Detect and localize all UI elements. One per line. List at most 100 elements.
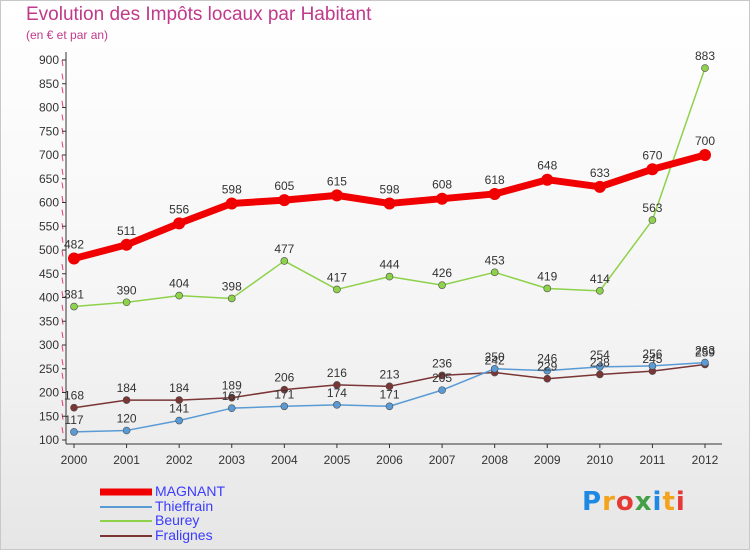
- data-label-fralignes: 206: [274, 371, 294, 385]
- y-tick-label: 300: [39, 338, 59, 352]
- x-tick-label: 2001: [113, 453, 140, 467]
- y-tick-label: 450: [39, 267, 59, 281]
- data-point-thieffrain: [333, 401, 341, 409]
- data-point-thieffrain: [543, 366, 552, 375]
- axis-accent-mark: [61, 114, 64, 121]
- legend-swatch-magnant: [100, 488, 152, 496]
- data-point-thieffrain: [175, 416, 183, 425]
- x-tick-label: 2007: [429, 453, 456, 467]
- logo-letter: i: [675, 487, 686, 517]
- data-label-thieffrain: 256: [642, 347, 662, 361]
- data-point-beurey: [438, 281, 446, 289]
- x-tick-label: 2000: [61, 453, 88, 467]
- legend-label-magnant: MAGNANT: [155, 483, 225, 499]
- x-tick-label: 2011: [640, 453, 666, 467]
- axis-accent-mark: [61, 427, 64, 434]
- chart-subtitle: (en € et par an): [26, 28, 109, 42]
- x-tick-label: 2003: [218, 453, 245, 467]
- data-label-beurey: 426: [432, 266, 452, 280]
- data-point-thieffrain: [596, 363, 604, 371]
- y-tick-label: 800: [39, 101, 59, 115]
- legend-swatch-thieffrain: [100, 505, 152, 508]
- data-label-magnant: 618: [485, 173, 505, 187]
- data-point-fralignes: [543, 374, 552, 383]
- y-tick-label: 500: [39, 243, 59, 257]
- x-tick-label: 2009: [534, 453, 561, 467]
- legend-label-thieffrain: Thieffrain: [155, 497, 214, 514]
- data-point-thieffrain: [227, 404, 236, 412]
- data-label-beurey: 404: [169, 277, 189, 291]
- logo-letter: P: [582, 487, 603, 517]
- x-tick-label: 2008: [481, 453, 508, 467]
- x-tick-label: 2010: [586, 453, 613, 467]
- axis-accent-mark: [61, 155, 64, 162]
- data-label-thieffrain: 246: [537, 352, 557, 366]
- data-point-beurey: [543, 284, 552, 293]
- y-tick-label: 650: [39, 172, 59, 186]
- axis-accent-mark: [61, 304, 64, 311]
- legend-swatch-beurey: [100, 520, 152, 523]
- data-point-magnant: [225, 197, 238, 210]
- data-point-beurey: [175, 291, 183, 300]
- data-label-magnant: 556: [169, 202, 189, 216]
- x-tick-label: 2002: [166, 453, 193, 467]
- data-point-beurey: [648, 216, 657, 224]
- data-label-fralignes: 168: [64, 389, 84, 403]
- x-tick-label: 2005: [324, 453, 351, 467]
- y-tick-label: 700: [39, 148, 59, 162]
- axis-accent-mark: [61, 87, 64, 94]
- y-tick-label: 900: [39, 53, 59, 67]
- axis-accent-mark: [61, 209, 64, 216]
- data-label-beurey: 563: [642, 201, 662, 215]
- logo-letter: x: [634, 487, 653, 517]
- axis-accent-mark: [61, 182, 64, 189]
- data-point-magnant: [383, 197, 396, 210]
- y-tick-label: 750: [39, 124, 59, 138]
- axis-accent-mark: [61, 195, 64, 203]
- chart-title: Evolution des Impôts locaux par Habitant: [26, 4, 372, 25]
- data-label-beurey: 883: [695, 49, 715, 63]
- data-label-magnant: 633: [590, 166, 610, 180]
- data-point-fralignes: [122, 396, 131, 404]
- data-point-fralignes: [385, 382, 394, 391]
- axis-accent-mark: [61, 345, 64, 352]
- axis-accent-mark: [61, 141, 64, 148]
- data-point-beurey: [596, 287, 604, 295]
- data-label-fralignes: 229: [537, 360, 557, 374]
- axis-accent-mark: [61, 331, 64, 339]
- data-label-fralignes: 184: [117, 381, 137, 395]
- data-label-fralignes: 216: [327, 366, 347, 380]
- data-point-thieffrain: [438, 386, 446, 394]
- data-point-beurey: [333, 285, 341, 294]
- data-point-magnant: [330, 189, 343, 202]
- x-tick-label: 2012: [692, 453, 719, 467]
- data-point-magnant: [436, 192, 449, 205]
- data-label-beurey: 398: [222, 279, 242, 293]
- data-label-magnant: 598: [379, 182, 399, 196]
- data-point-thieffrain: [490, 364, 499, 373]
- data-label-magnant: 648: [537, 159, 557, 173]
- data-point-thieffrain: [648, 362, 657, 370]
- data-label-thieffrain: 263: [695, 344, 715, 358]
- proxiti-logo: Proxiti: [582, 487, 686, 517]
- data-label-beurey: 453: [485, 253, 505, 267]
- data-label-beurey: 390: [117, 283, 137, 297]
- data-label-magnant: 608: [432, 178, 452, 192]
- y-tick-label: 200: [39, 386, 59, 400]
- data-label-magnant: 511: [117, 224, 136, 238]
- data-point-fralignes: [70, 403, 78, 412]
- data-point-beurey: [122, 298, 131, 307]
- data-point-magnant: [120, 238, 133, 251]
- data-point-thieffrain: [70, 428, 78, 436]
- axis-accent-mark: [61, 250, 64, 257]
- data-label-beurey: 417: [327, 270, 347, 284]
- data-label-thieffrain: 120: [117, 412, 137, 426]
- axis-accent-mark: [61, 277, 64, 284]
- data-point-thieffrain: [701, 358, 709, 367]
- logo-letter: r: [602, 487, 616, 517]
- data-label-magnant: 598: [222, 182, 242, 196]
- data-point-magnant: [699, 149, 711, 161]
- data-label-thieffrain: 171: [379, 387, 399, 401]
- data-label-thieffrain: 205: [432, 371, 452, 385]
- y-tick-label: 350: [39, 314, 59, 328]
